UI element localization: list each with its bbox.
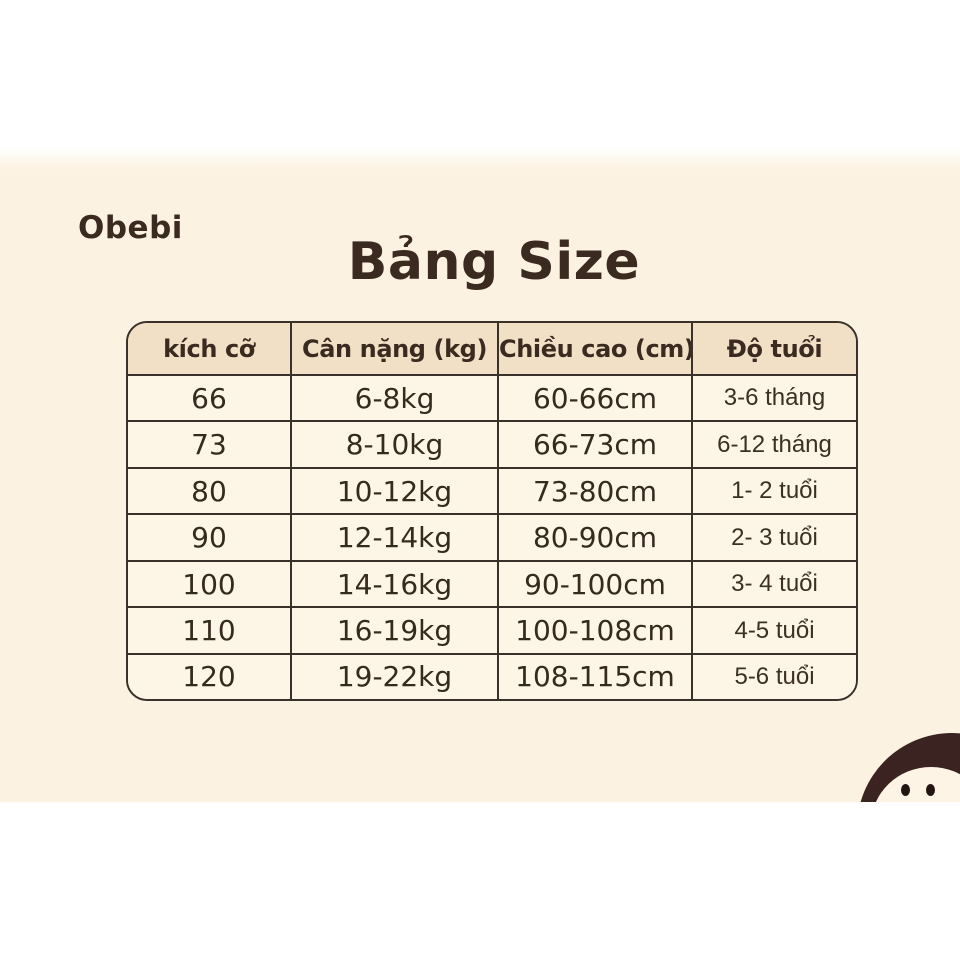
cell-height: 73-80cm <box>497 466 693 516</box>
size-table-header: kích cỡ Cân nặng (kg) Chiều cao (cm) Độ tuổ… <box>128 323 856 376</box>
table-row: 66 6-8kg 60-66cm 3-6 tháng <box>128 373 856 423</box>
column-header-size: kích cỡ <box>128 323 292 376</box>
cell-size: 110 <box>128 606 292 655</box>
cell-age: 4-5 tuổi <box>691 606 856 655</box>
page-title: Bảng Size <box>347 232 641 292</box>
table-row: 110 16-19kg 100-108cm 4-5 tuổi <box>128 606 856 655</box>
cell-age: 3- 4 tuổi <box>691 559 856 609</box>
cell-age: 6-12 tháng <box>691 420 856 469</box>
brand-logo: Obebi <box>78 210 183 246</box>
cell-height: 66-73cm <box>497 420 693 469</box>
cell-weight: 14-16kg <box>290 559 499 609</box>
column-header-weight: Cân nặng (kg) <box>290 323 499 376</box>
cell-size: 100 <box>128 559 292 609</box>
size-chart-panel: Obebi Bảng Size kích cỡ Cân nặng (kg) Chiề… <box>0 148 960 802</box>
cell-weight: 12-14kg <box>290 513 499 562</box>
mascot-right-eye-icon <box>926 784 935 796</box>
cell-age: 1- 2 tuổi <box>691 466 856 516</box>
cell-size: 73 <box>128 420 292 469</box>
table-row: 73 8-10kg 66-73cm 6-12 tháng <box>128 420 856 469</box>
cell-size: 120 <box>128 652 292 699</box>
cell-weight: 8-10kg <box>290 420 499 469</box>
cell-age: 5-6 tuổi <box>691 652 856 699</box>
table-row: 80 10-12kg 73-80cm 1- 2 tuổi <box>128 466 856 516</box>
mascot-left-eye-icon <box>901 784 910 796</box>
header-row: kích cỡ Cân nặng (kg) Chiều cao (cm) Độ tuổ… <box>128 323 856 376</box>
size-table-container: kích cỡ Cân nặng (kg) Chiều cao (cm) Độ tuổ… <box>126 321 858 701</box>
cell-size: 80 <box>128 466 292 516</box>
column-header-age: Độ tuổi <box>691 323 856 376</box>
size-table: kích cỡ Cân nặng (kg) Chiều cao (cm) Độ tuổ… <box>128 323 856 699</box>
cell-age: 2- 3 tuổi <box>691 513 856 562</box>
cell-size: 90 <box>128 513 292 562</box>
cell-height: 100-108cm <box>497 606 693 655</box>
table-row: 100 14-16kg 90-100cm 3- 4 tuổi <box>128 559 856 609</box>
cell-age: 3-6 tháng <box>691 373 856 423</box>
size-table-body: 66 6-8kg 60-66cm 3-6 tháng 73 8-10kg 66-73cm 6-… <box>128 373 856 699</box>
mascot-face-icon <box>871 767 960 802</box>
cell-size: 66 <box>128 373 292 423</box>
cell-height: 108-115cm <box>497 652 693 699</box>
cell-weight: 19-22kg <box>290 652 499 699</box>
mascot-head-icon <box>857 733 960 802</box>
cell-height: 80-90cm <box>497 513 693 562</box>
cell-weight: 16-19kg <box>290 606 499 655</box>
table-row: 90 12-14kg 80-90cm 2- 3 tuổi <box>128 513 856 562</box>
cell-height: 60-66cm <box>497 373 693 423</box>
cell-weight: 10-12kg <box>290 466 499 516</box>
column-header-height: Chiều cao (cm) <box>497 323 693 376</box>
cell-height: 90-100cm <box>497 559 693 609</box>
table-row: 120 19-22kg 108-115cm 5-6 tuổi <box>128 652 856 699</box>
cell-weight: 6-8kg <box>290 373 499 423</box>
